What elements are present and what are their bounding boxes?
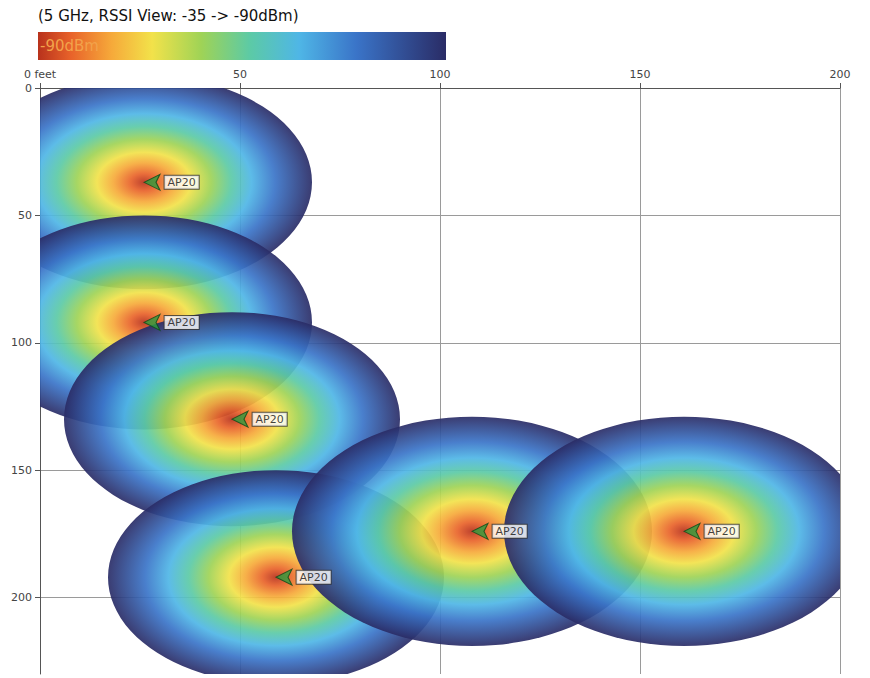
svg-text:200: 200: [830, 68, 851, 81]
svg-text:100: 100: [430, 68, 451, 81]
svg-text:150: 150: [11, 464, 32, 477]
svg-text:AP20: AP20: [496, 525, 524, 538]
svg-text:150: 150: [630, 68, 651, 81]
svg-text:AP20: AP20: [300, 571, 328, 584]
svg-text:100: 100: [11, 336, 32, 349]
svg-text:0: 0: [25, 82, 32, 95]
svg-text:AP20: AP20: [256, 413, 284, 426]
svg-text:(5 GHz, RSSI View: -35 -> -90d: (5 GHz, RSSI View: -35 -> -90dBm): [38, 7, 299, 25]
svg-text:AP20: AP20: [168, 316, 196, 329]
svg-text:50: 50: [18, 209, 32, 222]
svg-text:-90dBm: -90dBm: [40, 37, 99, 55]
svg-text:0 feet: 0 feet: [24, 68, 57, 81]
svg-text:50: 50: [233, 68, 247, 81]
svg-text:200: 200: [11, 591, 32, 604]
svg-text:AP20: AP20: [168, 176, 196, 189]
svg-text:AP20: AP20: [708, 525, 736, 538]
